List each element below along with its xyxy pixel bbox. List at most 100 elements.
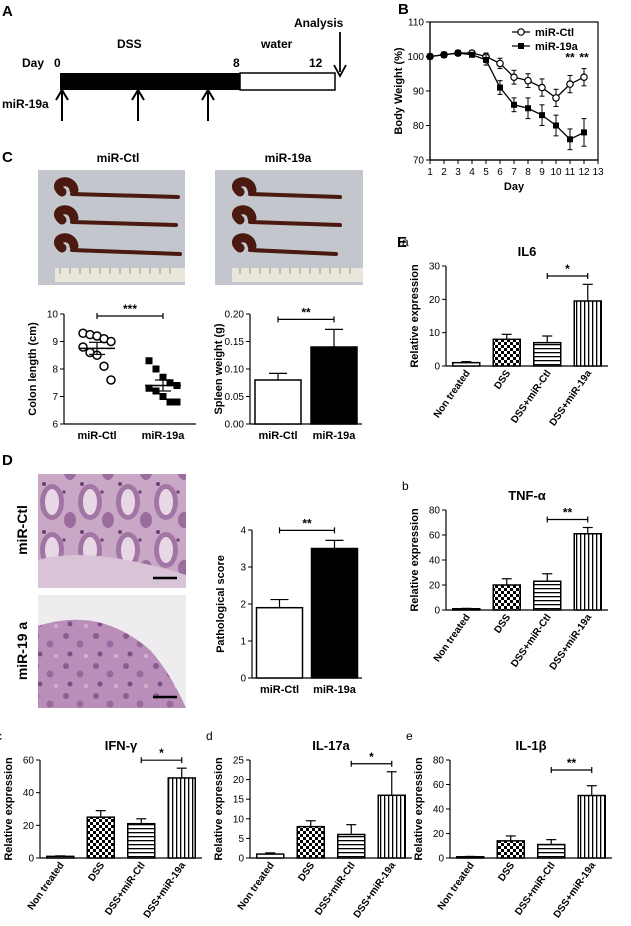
y-tick-label: 25 [233, 756, 245, 767]
series-line-miR-Ctl [429, 52, 585, 99]
colon-photo-mir [215, 170, 363, 285]
subpanel-letter: e [406, 729, 413, 743]
x-tick-label: Non treated [432, 368, 473, 420]
y-tick-label: 20 [23, 821, 35, 832]
data-point [145, 384, 153, 392]
y-tick-label: 0 [240, 674, 246, 685]
data-point [539, 112, 545, 119]
y-tick-label: 40 [23, 788, 35, 799]
chart-colon-length: 6 7 8 9 10 Colon length (cm) miR-Ctl miR-19a *** [27, 302, 196, 442]
chart-il6: 0 10 20 30 Relative expression Non treated DSS… [402, 235, 608, 428]
data-point [159, 373, 167, 381]
y-tick-label: 80 [433, 756, 445, 767]
x-tick-label: DSS+miR-19a [548, 612, 595, 672]
y-tick-label: 80 [429, 506, 441, 517]
y-tick-label: 100 [407, 52, 424, 63]
data-point [538, 83, 546, 92]
y-tick-label: 8 [52, 365, 58, 376]
bar-1 [255, 606, 304, 679]
bar-4 [573, 300, 602, 367]
y-axis-label: Relative expression [409, 508, 421, 612]
y-tick-label: 2 [240, 600, 246, 611]
data-point [497, 84, 503, 91]
significance-label: ** [565, 51, 575, 65]
bar-2 [296, 825, 325, 859]
bar-2 [492, 584, 521, 611]
y-tick-label: 0.00 [225, 420, 245, 431]
data-point [106, 336, 116, 347]
bar-3 [533, 341, 562, 367]
x-tick-label: DSS+miR-Ctl [513, 860, 558, 917]
y-tick-label: 15 [233, 795, 245, 806]
y-axis-label: Body Weight (%) [393, 47, 405, 135]
colon-photo-ctl [38, 170, 185, 285]
y-axis-label: Relative expression [409, 264, 421, 368]
data-point [159, 393, 167, 400]
x-tick-label: miR-Ctl [77, 430, 116, 442]
y-tick-label: 0 [28, 854, 34, 865]
significance-label: * [565, 262, 570, 276]
y-tick-label: 60 [429, 531, 441, 542]
x-tick-label: miR-19a [313, 430, 357, 442]
subpanel-letter: d [206, 729, 213, 743]
x-tick-label: miR-Ctl [258, 430, 297, 442]
significance-label: ** [302, 516, 312, 530]
data-point [580, 73, 588, 82]
chart-ifng: 0 20 40 60 Relative expression Non treated DSS… [0, 729, 202, 920]
bar-2 [496, 840, 525, 859]
y-tick-label: 7 [52, 392, 58, 403]
data-point [567, 136, 573, 143]
y-tick-label: 0.10 [225, 365, 245, 376]
panel-a-schedule: Day 0 8 12 DSS water Analysis miR-19a [2, 16, 347, 121]
panel-letter-e: E [397, 234, 407, 251]
data-point [553, 122, 559, 129]
x-tick-label: DSS [492, 612, 513, 635]
schedule-day-0: 0 [54, 56, 61, 70]
y-tick-label: 0.05 [225, 392, 245, 403]
x-tick-label: DSS [496, 860, 517, 883]
data-point [525, 105, 531, 112]
schedule-treatment-label: miR-19a [2, 97, 49, 111]
histology-label-ctl: miR-Ctl [14, 505, 30, 555]
y-tick-label: 0 [238, 854, 244, 865]
chart-tnfa: 0 20 40 60 80 Relative expression Non treated D… [402, 479, 608, 672]
x-tick-label: DSS+miR-Ctl [509, 368, 554, 425]
photo-label-mir: miR-19a [265, 151, 312, 165]
chart-title: IL-1β [515, 738, 546, 753]
y-tick-label: 20 [429, 295, 441, 306]
y-tick-label: 40 [433, 805, 445, 816]
x-tick-label: 12 [578, 167, 590, 178]
series-line-miR-19a [429, 52, 585, 141]
x-tick-label: 4 [469, 167, 475, 178]
data-point [78, 342, 88, 352]
data-point [145, 357, 153, 365]
panel-letter-c: C [2, 149, 13, 166]
x-tick-label: 10 [550, 167, 562, 178]
bar-2 [86, 816, 115, 859]
y-axis-label: Relative expression [413, 757, 425, 861]
significance-label: ** [579, 51, 589, 65]
data-point [166, 398, 174, 406]
x-tick-label: DSS+miR-Ctl [313, 860, 358, 917]
bar-3 [127, 822, 156, 859]
bar-4 [377, 794, 406, 859]
y-tick-label: 0 [434, 606, 440, 617]
y-tick-label: 70 [413, 156, 425, 167]
data-point [166, 379, 174, 387]
data-point [566, 80, 574, 88]
x-tick-label: DSS+miR-Ctl [509, 612, 554, 669]
schedule-day-label: Day [22, 56, 44, 70]
x-tick-label: Non treated [436, 860, 477, 912]
y-tick-label: 90 [413, 87, 425, 98]
significance-label: ** [567, 756, 577, 770]
y-tick-label: 6 [52, 420, 58, 431]
y-tick-label: 60 [23, 756, 35, 767]
significance-label: * [159, 746, 164, 760]
y-axis-label: Spleen weight (g) [213, 323, 225, 414]
bar-1 [254, 379, 302, 425]
x-tick-label: 11 [565, 167, 576, 178]
y-tick-label: 20 [433, 829, 445, 840]
injection-arrows [55, 88, 215, 121]
chart-title: IL-17a [312, 738, 350, 753]
